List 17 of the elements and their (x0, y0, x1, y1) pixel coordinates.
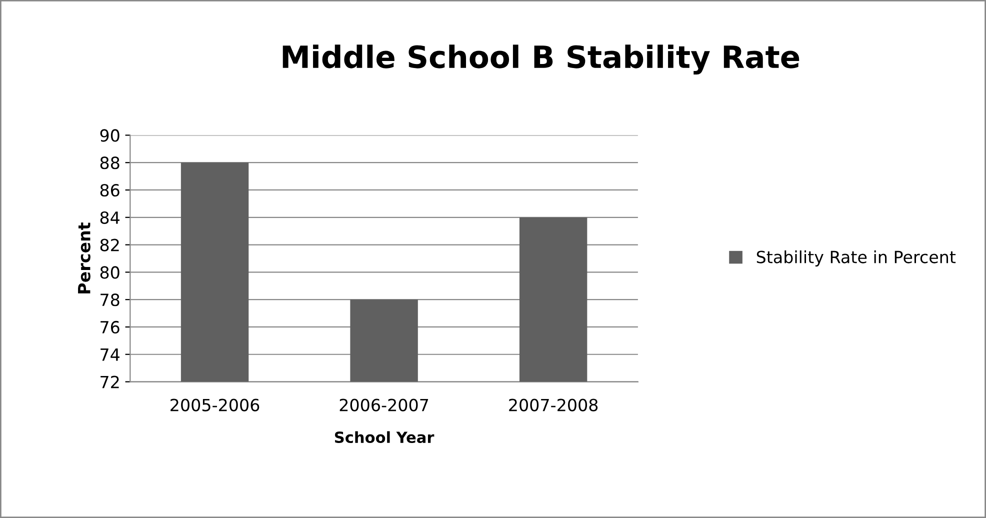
chart-title: Middle School B Stability Rate (282, 44, 800, 74)
legend-label: Stability Rate in Percent (756, 250, 956, 267)
y-tick-label: 80 (100, 266, 120, 279)
y-tick-label: 86 (100, 184, 120, 197)
y-tick-label: 76 (100, 320, 120, 334)
y-tick-label: 74 (100, 348, 120, 361)
x-tick-label: 2006-2007 (340, 398, 428, 412)
y-tick-label: 88 (100, 156, 120, 170)
y-tick-label: 78 (100, 294, 120, 306)
y-tick-label: 82 (100, 238, 119, 252)
x-tick-label: 2005-2006 (170, 398, 260, 412)
y-tick-label: 90 (100, 129, 120, 142)
y-tick-label: 72 (100, 376, 119, 388)
y-tick-label: 84 (100, 211, 120, 224)
x-tick-label: 2007-2008 (509, 398, 598, 412)
x-axis-title: School Year (334, 431, 434, 444)
y-axis-title: Percent (78, 222, 90, 294)
